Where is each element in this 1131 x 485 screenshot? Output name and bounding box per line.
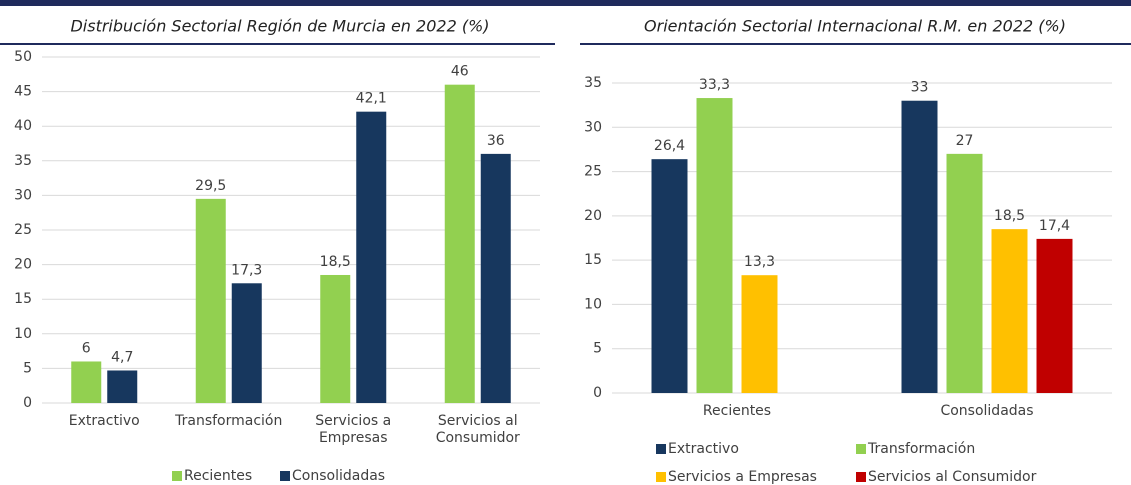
data-label: 4,7	[111, 349, 133, 365]
legend-swatch	[656, 472, 666, 482]
chart-title: Distribución Sectorial Región de Murcia …	[70, 17, 489, 36]
y-tick-label: 20	[14, 257, 32, 273]
y-tick-label: 45	[14, 84, 32, 100]
y-tick-label: 10	[14, 326, 32, 342]
x-tick-label: Consolidadas	[940, 403, 1034, 419]
legend-swatch	[656, 444, 666, 454]
x-tick-label: Recientes	[702, 403, 772, 419]
y-tick-label: 0	[23, 395, 32, 411]
data-label: 27	[956, 133, 974, 149]
bar	[356, 111, 387, 403]
bar	[444, 84, 475, 404]
legend-swatch	[856, 444, 866, 454]
data-label: 6	[82, 340, 91, 356]
y-tick-label: 5	[593, 341, 602, 357]
x-tick-label: Servicios al Consumidor	[435, 413, 520, 446]
data-label: 36	[487, 133, 505, 149]
bar	[107, 370, 138, 403]
legend-swatch	[856, 472, 866, 482]
data-label: 17,3	[231, 262, 262, 278]
data-label: 26,4	[654, 138, 685, 154]
data-label: 18,5	[994, 208, 1025, 224]
legend-label: Consolidadas	[292, 468, 385, 484]
bar	[231, 283, 262, 403]
legend-swatch	[172, 471, 182, 481]
bar	[901, 100, 938, 393]
top-band	[0, 0, 1131, 6]
legend-swatch	[280, 471, 290, 481]
data-label: 46	[451, 64, 469, 80]
bar	[195, 198, 226, 403]
y-tick-label: 0	[593, 385, 602, 401]
legend-label: Recientes	[184, 468, 252, 484]
x-tick-label: Extractivo	[68, 413, 140, 429]
bar	[320, 274, 351, 403]
y-tick-label: 10	[584, 296, 602, 312]
legend-label: Servicios al Consumidor	[868, 469, 1037, 485]
bar	[741, 275, 778, 393]
y-tick-label: 40	[14, 118, 32, 134]
y-tick-label: 35	[584, 75, 602, 91]
y-tick-label: 30	[584, 119, 602, 135]
y-tick-label: 5	[23, 360, 32, 376]
data-label: 42,1	[356, 91, 387, 107]
y-tick-label: 25	[14, 222, 32, 238]
data-label: 33	[911, 80, 929, 96]
bar	[1036, 238, 1073, 393]
y-tick-label: 25	[584, 164, 602, 180]
x-tick-label: Servicios a Empresas	[315, 413, 392, 446]
chart-title: Orientación Sectorial Internacional R.M.…	[644, 17, 1066, 36]
bar	[651, 159, 688, 393]
data-label: 33,3	[699, 77, 730, 93]
legend-label: Transformación	[867, 441, 975, 457]
legend-label: Servicios a Empresas	[668, 469, 817, 485]
y-tick-label: 30	[14, 187, 32, 203]
bar	[71, 361, 102, 403]
bar	[991, 229, 1028, 393]
y-tick-label: 15	[584, 252, 602, 268]
y-tick-label: 35	[14, 153, 32, 169]
y-tick-label: 20	[584, 208, 602, 224]
y-tick-label: 15	[14, 291, 32, 307]
bar	[480, 153, 511, 403]
data-label: 13,3	[744, 254, 775, 270]
legend-label: Extractivo	[668, 441, 739, 457]
x-tick-label: Transformación	[175, 413, 283, 429]
y-tick-label: 50	[14, 49, 32, 65]
bar	[696, 98, 733, 394]
bar	[946, 153, 983, 393]
data-label: 17,4	[1039, 218, 1070, 234]
data-label: 29,5	[195, 178, 226, 194]
data-label: 18,5	[320, 254, 351, 270]
